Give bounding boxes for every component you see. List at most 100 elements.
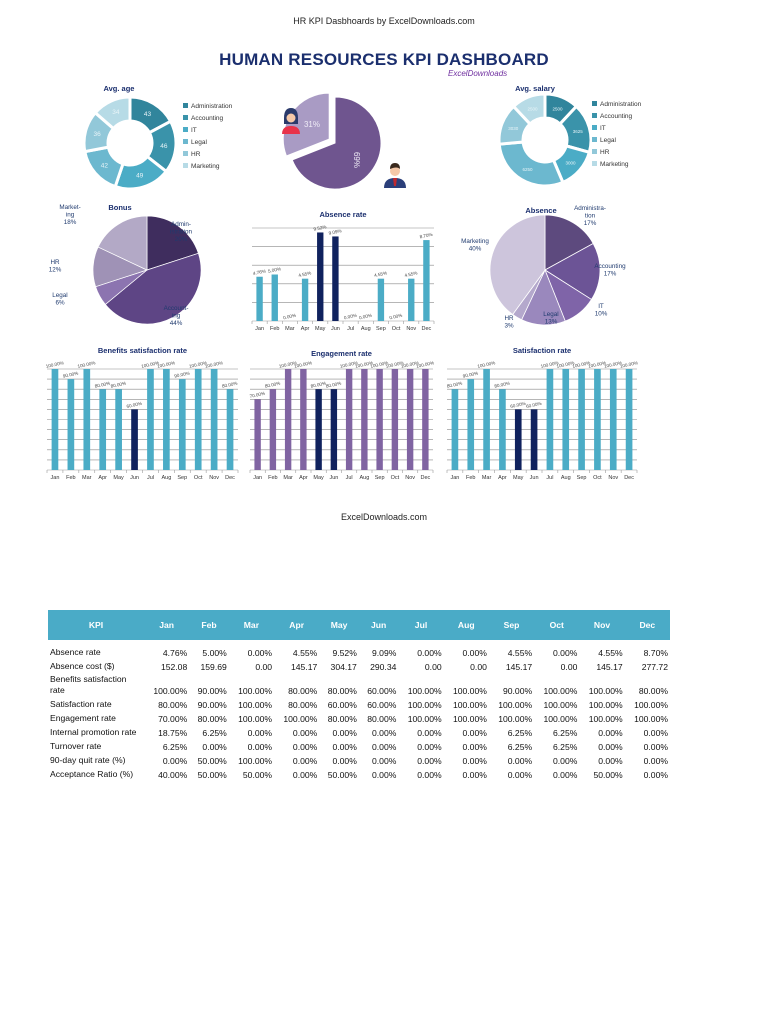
slice-label: 13% [545, 319, 558, 326]
slice-label: 10% [595, 311, 608, 318]
table-cell: 90.00% [502, 686, 533, 696]
table-cell: 0.00 [424, 662, 442, 672]
axis-tick-label: Jan [255, 326, 264, 332]
axis-tick-label: Aug [361, 326, 371, 332]
table-cell: 100.00% [238, 686, 273, 696]
slice-value-label: 36 [94, 131, 102, 138]
axis-tick-label: Jul [147, 475, 154, 481]
table-cell: 0.00% [598, 728, 623, 738]
data-label: 100.00% [572, 360, 591, 369]
data-label: 4.76% [252, 268, 266, 276]
axis-tick-label: Nov [209, 475, 219, 481]
table-cell: 50.00% [197, 770, 227, 780]
bar-feb [67, 379, 75, 470]
table-cell: 80.00% [638, 686, 668, 696]
table-cell: 6.25% [507, 728, 533, 738]
slice-value-label: 3000 [566, 160, 577, 165]
legend-item: Legal [600, 137, 616, 144]
slice-label: tion [585, 213, 596, 220]
table-cell: 0.00% [643, 742, 668, 752]
data-label: 0.00% [343, 313, 357, 321]
axis-tick-label: Sep [177, 475, 187, 481]
table-cell: 60.00% [367, 686, 397, 696]
table-cell: 0.00% [598, 756, 623, 766]
column-header-jul: Jul [398, 610, 444, 640]
axis-tick-label: Jun [331, 326, 340, 332]
table-cell: 50.00% [197, 756, 227, 766]
slice-label: ing [66, 212, 75, 219]
row-label: Engagement rate [50, 713, 116, 723]
table-cell: 6.25% [553, 728, 578, 738]
slice-label: Marketing [461, 238, 489, 245]
axis-tick-label: Jan [253, 475, 262, 481]
table-cell: 152.08 [160, 662, 188, 672]
bar-jun [131, 409, 138, 470]
data-label: 90.00% [174, 371, 190, 379]
pie-slice-accounting [544, 242, 601, 301]
chart-title: Bonus [108, 203, 131, 212]
data-label: 100.00% [157, 360, 176, 369]
bar-jun [332, 236, 339, 321]
table-cell: 145.17 [505, 662, 533, 672]
slice-value-label: 49 [136, 173, 144, 180]
chart-title: Satisfaction rate [513, 346, 571, 355]
table-row: Absence cost ($) 152.08 159.69 0.00 145.17 30… [48, 659, 670, 673]
legend-swatch [592, 125, 597, 130]
table-cell: 0.00% [417, 648, 442, 658]
table-cell: 4.76% [162, 648, 188, 658]
table-cell: 100.00% [238, 756, 273, 766]
table-cell: 60.00% [367, 700, 397, 710]
slice-label: Legal [52, 292, 67, 299]
table-cell: 9.09% [372, 648, 397, 658]
table-cell: 5.00% [202, 648, 227, 658]
table-cell: 100.00% [543, 700, 578, 710]
axis-tick-label: May [313, 475, 324, 481]
legend-item: IT [600, 125, 606, 132]
bar-sep [377, 278, 385, 321]
bar-feb [467, 379, 475, 470]
column-header-sep: Sep [488, 610, 535, 640]
row-label: Internal promotion rate [50, 727, 137, 737]
bar-jul [345, 369, 353, 470]
legend-item: Legal [191, 139, 207, 146]
bar-nov [609, 369, 617, 470]
slice-label: Accounting [594, 263, 626, 270]
page-title: HUMAN RESOURCES KPI DASHBOARD [219, 50, 549, 69]
data-label: 100.00% [339, 360, 358, 369]
bar-jan [256, 276, 263, 321]
axis-tick-label: Sep [375, 475, 385, 481]
axis-tick-label: Aug [161, 475, 171, 481]
axis-tick-label: Feb [66, 475, 75, 481]
slice-label: 17% [584, 220, 597, 227]
axis-tick-label: Sep [376, 326, 386, 332]
axis-tick-label: Jul [346, 475, 353, 481]
data-label: 0.00% [389, 313, 403, 321]
table-cell: 277.72 [641, 662, 668, 672]
column-header-nov: Nov [579, 610, 625, 640]
legend-item: Accounting [600, 113, 633, 120]
table-cell: 80.00% [197, 714, 227, 724]
table-cell: 0.00% [462, 742, 487, 752]
chart-title: Engagement rate [311, 349, 372, 358]
table-cell: 80.00% [288, 686, 318, 696]
data-label: 70.00% [249, 391, 265, 399]
data-label: 90.00% [462, 371, 478, 379]
table-cell: 0.00% [332, 756, 357, 766]
axis-tick-label: Apr [498, 475, 507, 481]
slice-label: HR [50, 259, 60, 266]
bar-jun [330, 389, 338, 470]
table-cell: 0.00% [553, 648, 578, 658]
axis-tick-label: Jun [130, 475, 139, 481]
legend-item: Marketing [600, 161, 629, 168]
bar-feb [269, 389, 277, 470]
slice-value-label: 2500 [552, 106, 563, 111]
column-header-dec: Dec [624, 610, 670, 640]
bar-apr [300, 369, 307, 470]
table-cell: 0.00% [643, 756, 668, 766]
axis-tick-label: Oct [194, 475, 203, 481]
table-cell: 0.00 [255, 662, 273, 672]
table-cell: 100.00% [407, 686, 442, 696]
axis-tick-label: Feb [268, 475, 277, 481]
axis-tick-label: Oct [593, 475, 602, 481]
slice-label: Account- [164, 305, 189, 312]
